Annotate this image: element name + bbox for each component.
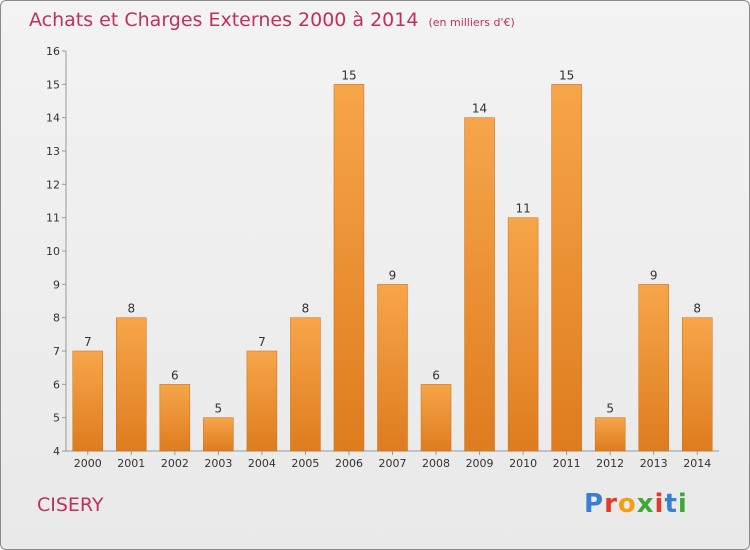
- logo-letter: x: [636, 489, 655, 519]
- data-label-2008: 6: [432, 368, 440, 382]
- y-tick-label: 14: [46, 112, 60, 125]
- y-tick-label: 11: [46, 212, 60, 225]
- x-tick-label-2014: 2014: [683, 457, 711, 470]
- x-tick-label-2013: 2013: [640, 457, 668, 470]
- x-tick-label-2003: 2003: [204, 457, 232, 470]
- logo-letter: i: [677, 489, 688, 519]
- x-tick-label-2007: 2007: [379, 457, 407, 470]
- data-label-2007: 9: [389, 268, 397, 282]
- data-label-2014: 8: [693, 302, 701, 316]
- y-tick-label: 4: [53, 445, 60, 458]
- bar-2001: [116, 317, 147, 452]
- bar-2004: [246, 350, 278, 452]
- bar-2012: [594, 417, 626, 452]
- y-tick-label: 12: [46, 178, 60, 191]
- data-label-2004: 7: [258, 335, 266, 349]
- bar-2014: [681, 317, 713, 452]
- x-tick-label-2004: 2004: [248, 457, 276, 470]
- logo-letter: i: [654, 489, 665, 519]
- commune-name: CISERY: [37, 494, 104, 516]
- bar-2009: [464, 117, 495, 452]
- x-tick-label-2001: 2001: [117, 457, 145, 470]
- y-tick-label: 10: [46, 245, 60, 258]
- y-tick-label: 15: [46, 78, 60, 91]
- data-label-2001: 8: [127, 302, 135, 316]
- data-label-2005: 8: [302, 302, 310, 316]
- chart-title-text: Achats et Charges Externes 2000 à 2014: [29, 9, 419, 31]
- proxiti-logo: Proxiti: [584, 489, 688, 519]
- bar-2013: [638, 284, 669, 452]
- bar-2008: [420, 384, 452, 452]
- y-tick-label: 8: [53, 312, 60, 325]
- bar-2000: [72, 350, 104, 452]
- bar-2005: [290, 317, 321, 452]
- data-label-2000: 7: [84, 335, 92, 349]
- x-tick-label-2002: 2002: [161, 457, 189, 470]
- y-tick-label: 16: [46, 45, 60, 58]
- x-tick-label-2006: 2006: [335, 457, 363, 470]
- bars: [72, 84, 713, 452]
- data-label-2012: 5: [606, 402, 614, 416]
- data-label-2006: 15: [341, 68, 356, 82]
- bar-2006: [333, 84, 365, 452]
- data-labels: 7 8 6 5 7 8 15 9 6 14 11 15 5 9 8: [84, 68, 701, 415]
- x-tick-label-2000: 2000: [74, 457, 102, 470]
- x-tick-label-2011: 2011: [553, 457, 581, 470]
- chart-title: Achats et Charges Externes 2000 à 2014 (e…: [29, 9, 515, 31]
- x-tick-label-2009: 2009: [466, 457, 494, 470]
- x-tick-label-2005: 2005: [291, 457, 319, 470]
- logo-letter: P: [584, 489, 605, 519]
- logo-letter: o: [617, 489, 637, 519]
- data-label-2013: 9: [650, 268, 658, 282]
- x-tick-label-2010: 2010: [509, 457, 537, 470]
- data-label-2010: 11: [515, 202, 530, 216]
- y-tick-label: 7: [53, 345, 60, 358]
- data-label-2002: 6: [171, 368, 179, 382]
- bar-2003: [203, 417, 234, 452]
- bar-2011: [551, 84, 582, 452]
- data-label-2011: 15: [559, 68, 574, 82]
- bar-2010: [507, 217, 539, 452]
- y-tick-label: 13: [46, 145, 60, 158]
- chart-subtitle: (en milliers d'€): [428, 16, 515, 29]
- logo-letter: t: [664, 489, 678, 519]
- data-label-2009: 14: [472, 102, 487, 116]
- x-tick-label-2008: 2008: [422, 457, 450, 470]
- y-tick-label: 5: [53, 412, 60, 425]
- bar-2007: [377, 284, 408, 452]
- y-tick-label: 9: [53, 278, 60, 291]
- bar-2002: [159, 384, 191, 452]
- y-tick-label: 6: [53, 378, 60, 391]
- logo-letter: r: [604, 489, 618, 519]
- x-tick-label-2012: 2012: [596, 457, 624, 470]
- data-label-2003: 5: [215, 402, 223, 416]
